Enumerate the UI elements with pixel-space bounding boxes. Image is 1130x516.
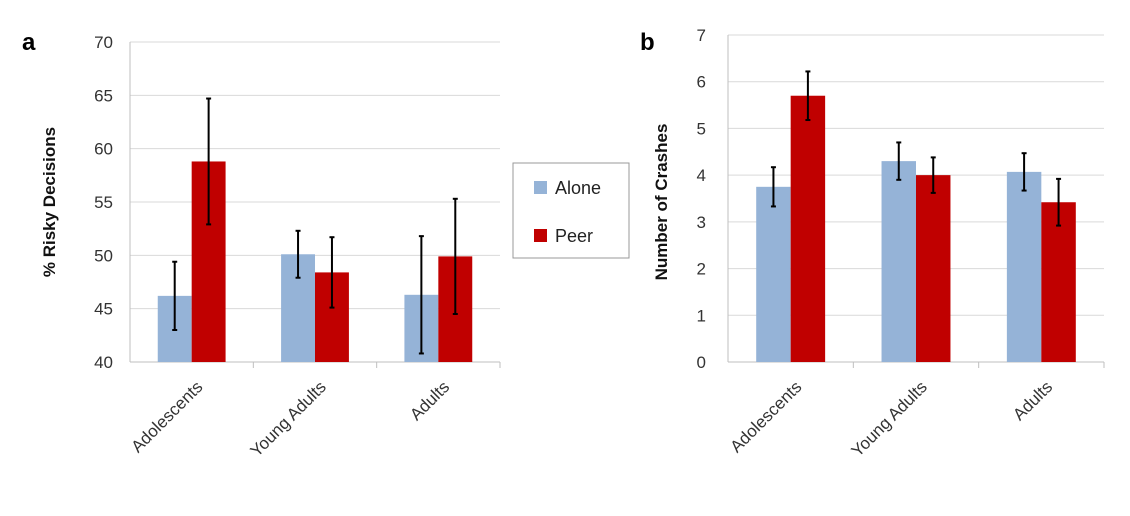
y-tick-label: 45 xyxy=(94,300,113,319)
y-tick-label: 60 xyxy=(94,140,113,159)
panel-b-chart: b 0 1 2 3 4 5 6 7 Adolescents Young Adults Adults… xyxy=(640,26,1105,461)
x-tick-label: Adults xyxy=(406,377,453,424)
bar-peer xyxy=(1041,202,1076,362)
x-tick-label: Young Adults xyxy=(848,377,931,460)
y-tick-label: 70 xyxy=(94,33,113,52)
y-tick-label: 7 xyxy=(697,26,706,45)
x-tick-label: Adolescents xyxy=(727,377,806,456)
x-tick-label: Adolescents xyxy=(128,377,207,456)
y-tick-label: 0 xyxy=(697,353,706,372)
bar-alone xyxy=(756,186,791,362)
y-tick-label: 3 xyxy=(697,213,706,232)
bar-peer xyxy=(790,95,826,362)
y-tick-label: 40 xyxy=(94,353,113,372)
y-tick-label: 5 xyxy=(697,119,706,138)
bar-alone xyxy=(1006,171,1042,362)
y-tick-label: 6 xyxy=(697,73,706,92)
legend-swatch-alone xyxy=(534,181,547,194)
legend: Alone Peer xyxy=(512,162,630,259)
panel-a-label: a xyxy=(22,29,36,56)
x-tick-label: Young Adults xyxy=(247,377,330,460)
panel-b-label: b xyxy=(640,29,655,56)
x-tick-label: Adults xyxy=(1009,377,1056,424)
panel-a-chart: a 40 45 50 55 60 65 70 Adolescents Young Adults… xyxy=(22,29,501,461)
legend-label-peer: Peer xyxy=(555,226,593,246)
y-tick-label: 1 xyxy=(697,306,706,325)
bar-peer xyxy=(916,175,951,362)
legend-label-alone: Alone xyxy=(555,178,601,198)
y-tick-label: 2 xyxy=(697,260,706,279)
y-tick-label: 55 xyxy=(94,193,113,212)
legend-frame xyxy=(512,162,630,259)
bar-alone xyxy=(881,161,916,362)
panel-b-y-axis-label: Number of Crashes xyxy=(652,124,671,281)
y-tick-label: 4 xyxy=(697,166,706,185)
y-tick-label: 65 xyxy=(94,86,113,105)
legend-swatch-peer xyxy=(534,229,547,242)
panel-a-y-axis-label: % Risky Decisions xyxy=(40,127,59,277)
y-tick-label: 50 xyxy=(94,246,113,265)
